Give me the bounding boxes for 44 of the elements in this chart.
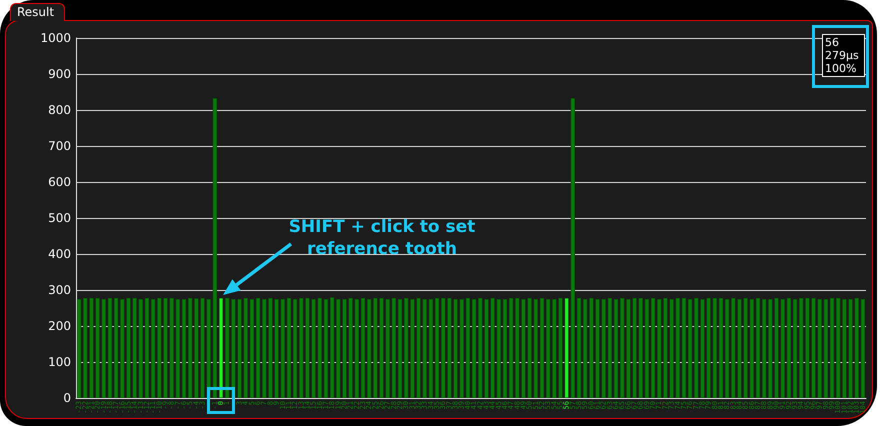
y-tick-label: 800 xyxy=(48,103,71,117)
bar xyxy=(558,298,563,398)
annotation: SHIFT + click to set reference tooth xyxy=(288,216,476,260)
bar xyxy=(718,298,724,398)
bar xyxy=(305,298,310,398)
bar xyxy=(521,299,526,398)
bar xyxy=(811,298,816,398)
y-tick-label: 700 xyxy=(48,139,71,153)
y-tick-label: 500 xyxy=(48,211,71,225)
bar xyxy=(182,299,186,398)
y-tick-label: 300 xyxy=(48,283,71,297)
bar xyxy=(632,298,637,398)
bar xyxy=(434,298,440,398)
bar xyxy=(737,299,742,398)
y-tick-label: 900 xyxy=(48,67,71,81)
bar xyxy=(595,299,600,398)
bar xyxy=(830,298,834,398)
bar xyxy=(700,299,705,398)
bar xyxy=(614,299,618,398)
bar xyxy=(342,299,347,398)
bar xyxy=(163,298,168,398)
bar xyxy=(108,298,112,398)
bar xyxy=(237,299,242,398)
bar xyxy=(360,298,366,398)
bar xyxy=(379,298,384,398)
bar xyxy=(756,298,760,398)
annotation: 56 279µs 100% xyxy=(822,34,865,77)
bar xyxy=(576,298,582,398)
bar xyxy=(792,299,798,398)
y-tick-label: 100 xyxy=(48,355,71,369)
bar xyxy=(774,298,779,398)
y-tick-label: 200 xyxy=(48,319,71,333)
y-tick-label: 600 xyxy=(48,175,71,189)
y-tick-label: 1000 xyxy=(40,31,71,45)
bar xyxy=(502,299,508,398)
bar xyxy=(200,298,205,398)
bar xyxy=(144,298,150,398)
bar xyxy=(398,299,402,398)
y-tick-label: 400 xyxy=(48,247,71,261)
bar xyxy=(540,298,544,398)
bar xyxy=(416,298,421,398)
bar xyxy=(126,298,131,398)
bar xyxy=(324,299,328,398)
bar xyxy=(218,298,224,398)
